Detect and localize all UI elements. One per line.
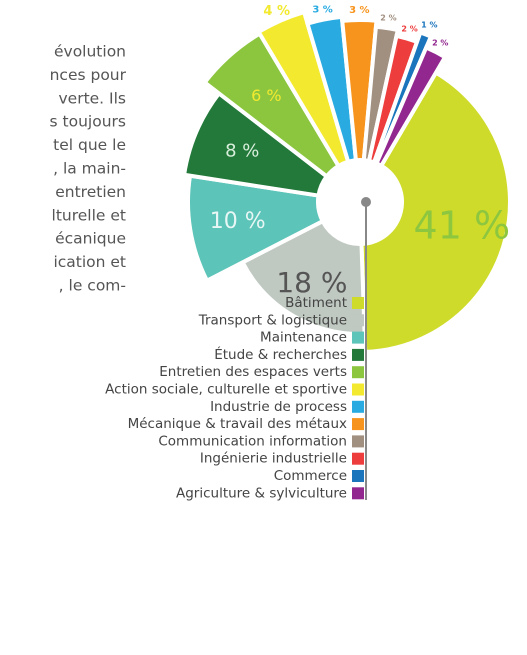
paragraph-line: évolution <box>54 43 126 61</box>
pie-slice <box>201 30 342 180</box>
legend-label: Bâtiment <box>285 295 347 311</box>
value-label: 18 % <box>276 266 347 299</box>
legend-label: Mécanique & travail des métaux <box>128 416 347 432</box>
paragraph-line: verte. Ils <box>58 89 126 107</box>
legend-swatch <box>352 366 364 379</box>
center-hole <box>320 162 400 242</box>
legend-swatch <box>352 297 364 309</box>
value-label: 1 % <box>421 21 437 30</box>
legend-swatch <box>352 331 364 344</box>
legend-swatch <box>352 487 364 500</box>
value-label: 3 % <box>349 5 369 16</box>
pie-slice <box>239 218 367 336</box>
legend-swatch <box>352 348 364 361</box>
legend-swatch <box>352 383 364 396</box>
legend-label: Entretien des espaces verts <box>159 364 347 380</box>
paragraph-line: entretien <box>55 183 126 201</box>
pointer-dot <box>361 197 371 207</box>
value-label: 8 % <box>225 141 259 162</box>
pie-slice <box>181 90 330 198</box>
legend-label: Maintenance <box>260 330 347 346</box>
pie-slice <box>359 69 512 354</box>
value-label: 4 % <box>263 4 290 19</box>
legend-label: Communication information <box>158 433 347 449</box>
paragraph-line: , la main- <box>53 160 126 178</box>
paragraph-line: nces pour <box>50 66 127 84</box>
paragraph-line: écanique <box>55 230 126 248</box>
paragraph-line: tel que le <box>53 136 126 154</box>
legend-label: Commerce <box>274 468 347 484</box>
paragraph-line: , le com- <box>59 277 126 295</box>
paragraph-line: lturelle et <box>52 206 126 224</box>
legend-label: Agriculture & sylviculture <box>176 485 347 501</box>
value-label: 41 % <box>414 203 511 247</box>
value-label: 2 % <box>432 39 448 48</box>
legend-label: Industrie de process <box>210 399 347 415</box>
legend-swatch <box>352 452 364 465</box>
legend-label: Étude & recherches <box>214 346 347 363</box>
value-label: 10 % <box>210 209 266 234</box>
legend-label: Action sociale, culturelle et sportive <box>105 382 347 398</box>
pie-slice <box>255 9 351 169</box>
value-label: 2 % <box>380 14 396 23</box>
legend-label: Ingénierie industrielle <box>200 451 347 467</box>
pie-slice <box>186 173 326 284</box>
legend-swatch <box>352 418 364 431</box>
paragraph-line: s toujours <box>50 113 126 131</box>
value-label: 2 % <box>401 24 417 33</box>
pie-slice <box>340 18 379 163</box>
legend-swatch <box>352 314 364 327</box>
value-label: 3 % <box>312 5 332 16</box>
legend-swatch <box>352 435 364 448</box>
legend-label: Transport & logistique <box>198 312 347 328</box>
legend-swatch <box>352 400 364 413</box>
value-label: 6 % <box>251 86 281 105</box>
pie-slice <box>373 44 448 169</box>
legend-swatch <box>352 470 364 482</box>
paragraph-line: ication et <box>53 253 126 271</box>
